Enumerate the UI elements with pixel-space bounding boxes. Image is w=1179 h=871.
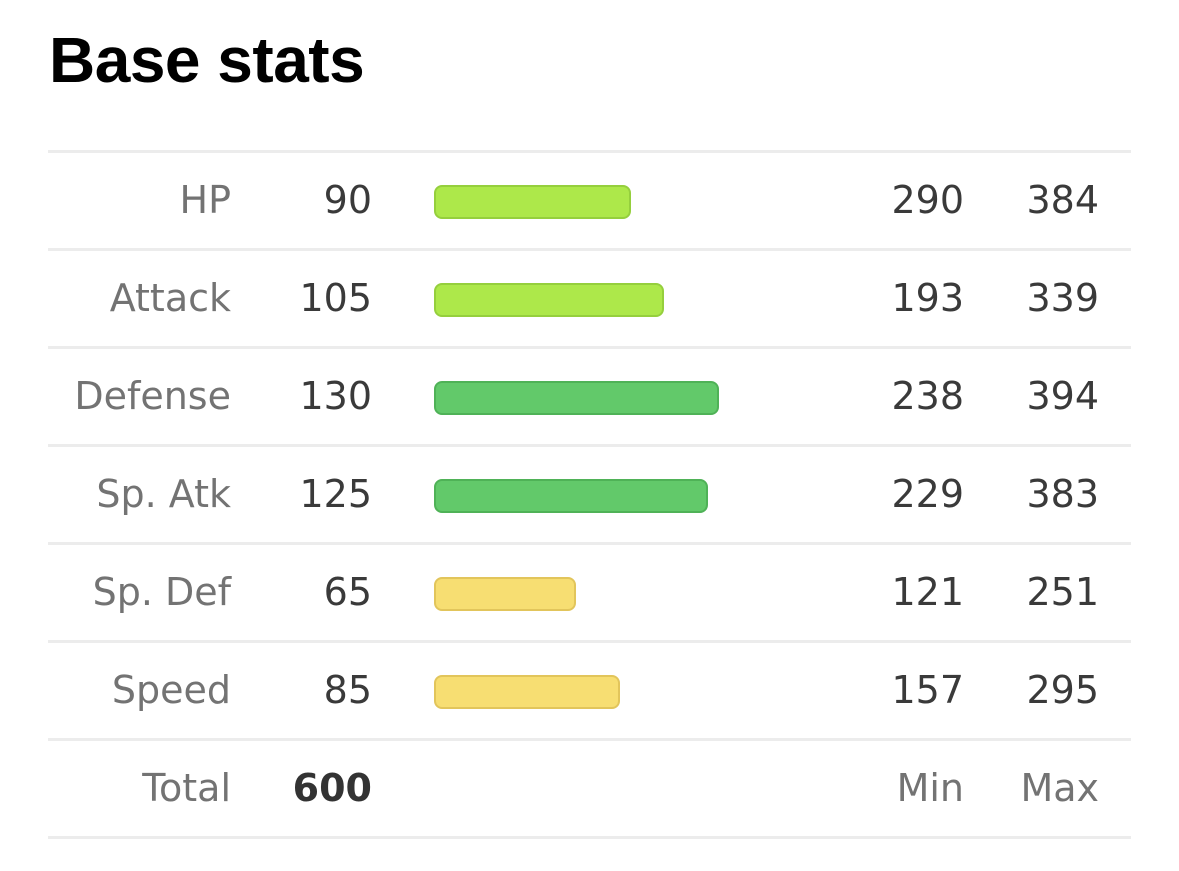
- stat-row-defense: Defense 130 238 394: [48, 349, 1131, 447]
- stat-base-value: 65: [323, 570, 372, 614]
- min-column-header: Min: [896, 766, 964, 810]
- stat-label: Sp. Def: [92, 570, 231, 614]
- stat-bar-track: [434, 479, 854, 513]
- stat-min-value: 157: [891, 668, 964, 712]
- stat-bar-track: [434, 577, 854, 611]
- stat-row-hp: HP 90 290 384: [48, 153, 1131, 251]
- max-column-header: Max: [1020, 766, 1099, 810]
- stat-bar: [434, 577, 576, 611]
- stat-base-value: 85: [323, 668, 372, 712]
- stat-bar-track: [434, 185, 854, 219]
- stat-max-value: 339: [1026, 276, 1099, 320]
- stat-base-value: 125: [299, 472, 372, 516]
- stat-label: Sp. Atk: [96, 472, 231, 516]
- stat-label: Speed: [111, 668, 231, 712]
- stat-bar-track: [434, 283, 854, 317]
- stat-min-value: 238: [891, 374, 964, 418]
- stat-row-sp-def: Sp. Def 65 121 251: [48, 545, 1131, 643]
- stat-bar: [434, 283, 664, 317]
- stat-min-value: 290: [891, 178, 964, 222]
- stat-bar: [434, 675, 620, 709]
- total-value: 600: [292, 766, 372, 810]
- stat-min-value: 121: [891, 570, 964, 614]
- stat-base-value: 90: [323, 178, 372, 222]
- stat-label: Defense: [74, 374, 231, 418]
- stat-row-total: Total 600 Min Max: [48, 741, 1131, 839]
- stat-bar: [434, 479, 708, 513]
- base-stats-table: HP 90 290 384 Attack 105 193 339 Defense…: [48, 150, 1131, 839]
- stat-bar: [434, 381, 719, 415]
- stat-label: HP: [179, 178, 232, 222]
- stat-base-value: 130: [299, 374, 372, 418]
- stat-bar-track: [434, 381, 854, 415]
- stat-max-value: 384: [1026, 178, 1099, 222]
- stat-bar-track: [434, 675, 854, 709]
- page-title: Base stats: [49, 24, 365, 96]
- stat-label: Attack: [109, 276, 231, 320]
- stat-row-speed: Speed 85 157 295: [48, 643, 1131, 741]
- stat-max-value: 394: [1026, 374, 1099, 418]
- stat-max-value: 295: [1026, 668, 1099, 712]
- stat-max-value: 383: [1026, 472, 1099, 516]
- total-label: Total: [142, 766, 231, 810]
- stat-base-value: 105: [299, 276, 372, 320]
- stat-row-sp-atk: Sp. Atk 125 229 383: [48, 447, 1131, 545]
- stat-row-attack: Attack 105 193 339: [48, 251, 1131, 349]
- stat-max-value: 251: [1026, 570, 1099, 614]
- stat-bar: [434, 185, 631, 219]
- stat-min-value: 229: [891, 472, 964, 516]
- stat-min-value: 193: [891, 276, 964, 320]
